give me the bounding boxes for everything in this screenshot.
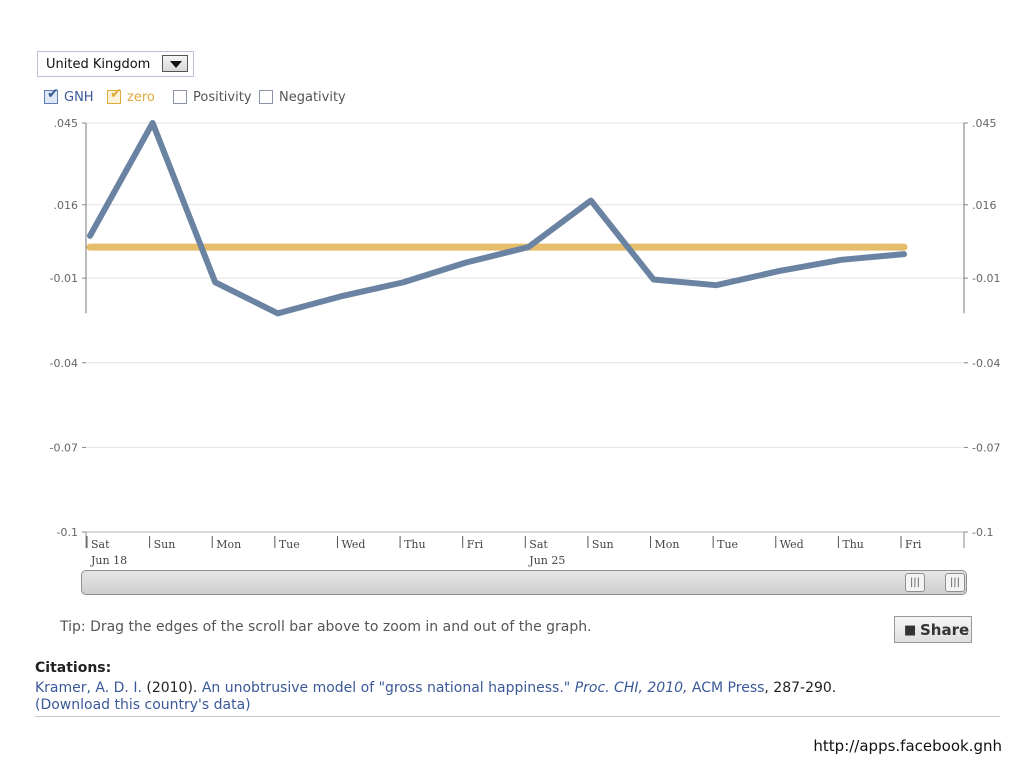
x-tick-label: Sat [91,538,110,551]
x-tick-label: Sat [529,538,548,551]
toggle-negativity-label: Negativity [279,90,346,105]
citations-heading: Citations: [35,660,112,676]
y-tick-label-left: -0.07 [50,441,78,454]
comment-icon: ■ [904,623,917,638]
scrollbar-left-handle[interactable]: ||| [905,573,925,592]
scrollbar-right-handle[interactable]: ||| [945,573,965,592]
x-tick-label: Wed [341,538,365,551]
positivity-checkbox[interactable] [173,90,187,104]
citation-pages: , 287-290. [764,680,837,696]
zoom-scrollbar[interactable]: ||| ||| [81,570,967,595]
citation-year: (2010). [146,680,198,696]
y-tick-label-right: -0.07 [972,441,1000,454]
share-button-label: Share [920,621,970,639]
toggle-gnh-label: GNH [64,90,94,105]
y-tick-label-right: .016 [972,199,997,212]
source-url: http://apps.facebook.gnh [813,737,1002,755]
toggle-positivity-label: Positivity [193,90,252,105]
x-tick-label: Mon [216,538,241,551]
x-tick-label: Fri [467,538,484,551]
y-tick-label-right: .045 [972,117,997,130]
gnh-checkbox[interactable]: ✔ [44,86,59,104]
zero-checkbox[interactable]: ✔ [107,86,122,104]
citation-publisher: ACM Press [691,680,765,696]
y-tick-label-left: .045 [54,117,79,130]
x-tick-label: Sun [592,538,614,551]
y-tick-label-right: -0.1 [972,526,993,539]
citation-line: Kramer, A. D. I. (2010). An unobtrusive … [35,680,836,696]
x-tick-label: Mon [655,538,680,551]
x-tick-label: Tue [717,538,738,551]
y-tick-label-left: -0.01 [50,272,78,285]
dropdown-arrow-icon[interactable] [162,55,188,72]
checkmark-icon: ✔ [47,86,59,102]
y-tick-label-right: -0.04 [972,357,1000,370]
zoom-tip: Tip: Drag the edges of the scroll bar ab… [60,619,592,635]
country-select[interactable]: United Kingdom [37,51,194,77]
citation-title[interactable]: An unobtrusive model of "gross national … [201,680,571,696]
x-tick-label: Thu [842,538,864,551]
x-tick-label: Fri [905,538,922,551]
country-select-value: United Kingdom [46,57,151,72]
negativity-checkbox[interactable] [259,90,273,104]
x-tick-label: Sun [154,538,176,551]
download-data-link[interactable]: (Download this country's data) [35,697,251,713]
toggle-zero-label: zero [127,90,155,105]
y-tick-label-left: -0.1 [57,526,78,539]
y-tick-label-left: .016 [54,199,79,212]
x-date-label: Jun 18 [90,554,127,567]
x-date-label: Jun 25 [528,554,565,567]
share-button[interactable]: ■ Share [894,616,972,643]
gnh-line-chart: .045 .045 .016 .016 -0.01 -0.01 -0.04 -0.04 -0.0… [50,117,1001,567]
divider [35,716,1000,717]
checkmark-icon: ✔ [110,86,122,102]
x-tick-label: Thu [404,538,426,551]
citation-author[interactable]: Kramer, A. D. I. [35,680,142,696]
x-tick-label: Wed [780,538,804,551]
y-tick-label-left: -0.04 [50,357,78,370]
citation-venue: Proc. CHI, 2010, [574,680,688,696]
y-tick-label-right: -0.01 [972,272,1000,285]
x-tick-label: Tue [279,538,300,551]
series-line-gnh [87,120,907,317]
